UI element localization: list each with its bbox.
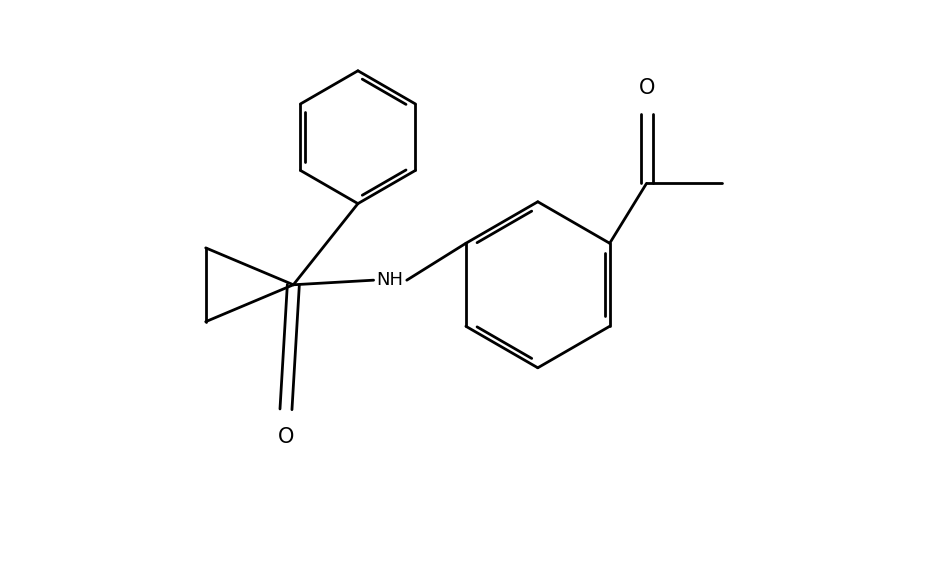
Text: O: O	[277, 427, 294, 447]
Text: NH: NH	[376, 271, 403, 289]
Text: O: O	[638, 78, 654, 98]
